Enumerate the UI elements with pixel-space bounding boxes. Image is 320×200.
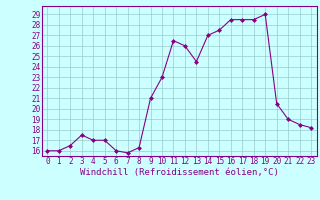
X-axis label: Windchill (Refroidissement éolien,°C): Windchill (Refroidissement éolien,°C) [80, 168, 279, 177]
